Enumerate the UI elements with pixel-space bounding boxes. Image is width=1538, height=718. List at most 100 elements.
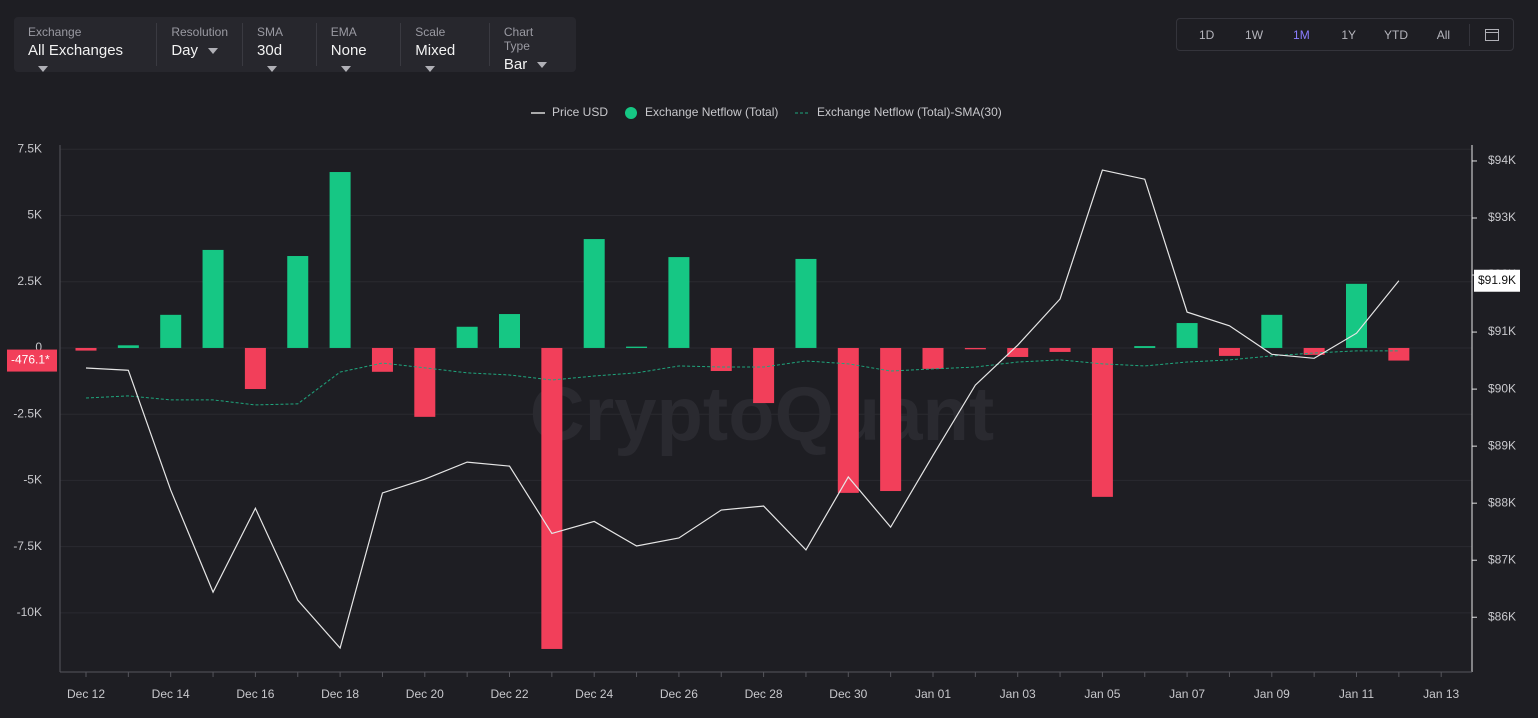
line [85, 169, 1400, 650]
y-tick-label: -2.5K [13, 406, 42, 420]
filter[interactable]: SMA 30d [243, 23, 317, 72]
calendar-button[interactable] [1469, 23, 1513, 46]
range-bar: 1D 1W 1M 1Y YTD All [1176, 18, 1514, 51]
x-tick-label: Dec 22 [490, 687, 528, 701]
chart: CryptoQuant7.5K5K2.5K0-2.5K-5K-7.5K-10K$… [7, 105, 1520, 701]
last-value-label: -476.1* [11, 353, 50, 367]
bar [1176, 323, 1198, 348]
x-tick-label: Dec 12 [67, 687, 105, 701]
range-button[interactable]: 1W [1245, 27, 1264, 42]
bar [837, 347, 859, 493]
x-tick-label: Dec 18 [321, 687, 359, 701]
filter-value: None [330, 42, 367, 59]
bar [710, 347, 732, 372]
x-tick-label: Jan 05 [1084, 687, 1120, 701]
filter[interactable]: EMA None [317, 23, 402, 72]
bar [922, 347, 944, 369]
x-tick-label: Jan 01 [915, 687, 951, 701]
legend-label: Price USD [552, 105, 608, 119]
bar [244, 347, 266, 390]
x-tick-label: Jan 03 [1000, 687, 1036, 701]
y-tick-label: 5K [27, 208, 42, 222]
filter-value: Bar [503, 56, 528, 73]
filter-label: Resolution [171, 25, 229, 39]
bar [1388, 347, 1410, 361]
legend-swatch [625, 107, 637, 119]
range-button[interactable]: 1D [1199, 27, 1215, 42]
filter-label: Scale [415, 25, 446, 39]
filter-label: SMA [257, 25, 284, 39]
x-tick-label: Dec 16 [236, 687, 274, 701]
x-tick-label: Dec 14 [152, 687, 190, 701]
bar [1346, 283, 1367, 348]
bar [1134, 346, 1156, 348]
filter[interactable]: Resolution Day [157, 23, 244, 66]
y2-tick-label: $90K [1488, 381, 1516, 395]
last-value-box [1474, 269, 1520, 292]
caret-icon [537, 61, 548, 68]
x-tick-label: Dec 20 [406, 687, 444, 701]
bar [1007, 347, 1029, 357]
filter[interactable]: Scale Mixed [401, 23, 490, 72]
x-tick-label: Jan 13 [1423, 687, 1459, 701]
bar [1261, 314, 1283, 348]
y-tick-label: -5K [23, 473, 42, 487]
x-tick-label: Dec 24 [575, 687, 613, 701]
y2-tick-label: $86K [1488, 609, 1516, 623]
x-tick-label: Jan 09 [1254, 687, 1290, 701]
filter-value: 30d [257, 42, 283, 59]
bar [160, 314, 182, 348]
y-tick-label: 2.5K [17, 274, 42, 288]
filter-label: EMA [330, 25, 357, 39]
legend-label: Exchange Netflow (Total) [645, 105, 778, 119]
last-value-box [7, 349, 57, 372]
bar [329, 172, 351, 348]
range-button[interactable]: YTD [1384, 27, 1409, 42]
filter-bar: Exchange All Exchanges Resolution Day SMA 30d… [14, 17, 576, 73]
caret-icon [38, 65, 48, 72]
bar [541, 347, 563, 649]
range-button[interactable]: 1Y [1341, 27, 1357, 42]
filter-label: Chart Type [503, 25, 534, 53]
x-tick-label: Dec 30 [829, 687, 867, 701]
y2-tick-label: $94K [1488, 153, 1516, 167]
bar [1218, 347, 1240, 356]
last-value-label: $91.9K [1478, 273, 1516, 287]
bar [371, 347, 393, 372]
bar [964, 347, 986, 350]
range-button[interactable]: 1M [1293, 27, 1310, 42]
y2-tick-label: $89K [1488, 438, 1516, 452]
bar [626, 346, 648, 348]
bar [456, 326, 478, 348]
y-tick-label: 7.5K [17, 141, 42, 155]
filter-value: Mixed [415, 42, 456, 59]
bar [499, 314, 520, 348]
y-tick-label: -10K [17, 605, 42, 619]
bar [795, 258, 817, 348]
legend-label: Exchange Netflow (Total)-SMA(30) [817, 105, 1002, 119]
bar [753, 347, 775, 404]
y2-tick-label: $88K [1488, 495, 1516, 509]
filter-value: Day [171, 42, 199, 59]
caret-icon [267, 65, 278, 72]
caret-icon [208, 47, 219, 54]
x-tick-label: Jan 07 [1169, 687, 1205, 701]
bar [583, 239, 605, 348]
y-tick-label: 0 [35, 340, 42, 354]
caret-icon [340, 65, 351, 72]
bar [880, 347, 902, 492]
x-tick-label: Dec 26 [660, 687, 698, 701]
y-tick-label: -7.5K [13, 539, 42, 553]
y2-tick-label: $87K [1488, 552, 1516, 566]
filter[interactable]: Chart Type Bar [490, 23, 576, 73]
filter[interactable]: Exchange All Exchanges [14, 23, 158, 72]
bar [1049, 347, 1071, 352]
filter-label: Exchange [28, 25, 82, 39]
bar [414, 347, 436, 417]
calendar-icon [1484, 29, 1499, 41]
y2-tick-label: $93K [1488, 210, 1516, 224]
bar [668, 257, 690, 348]
range-button[interactable]: All [1436, 27, 1451, 42]
filter-value: All Exchanges [28, 42, 124, 59]
